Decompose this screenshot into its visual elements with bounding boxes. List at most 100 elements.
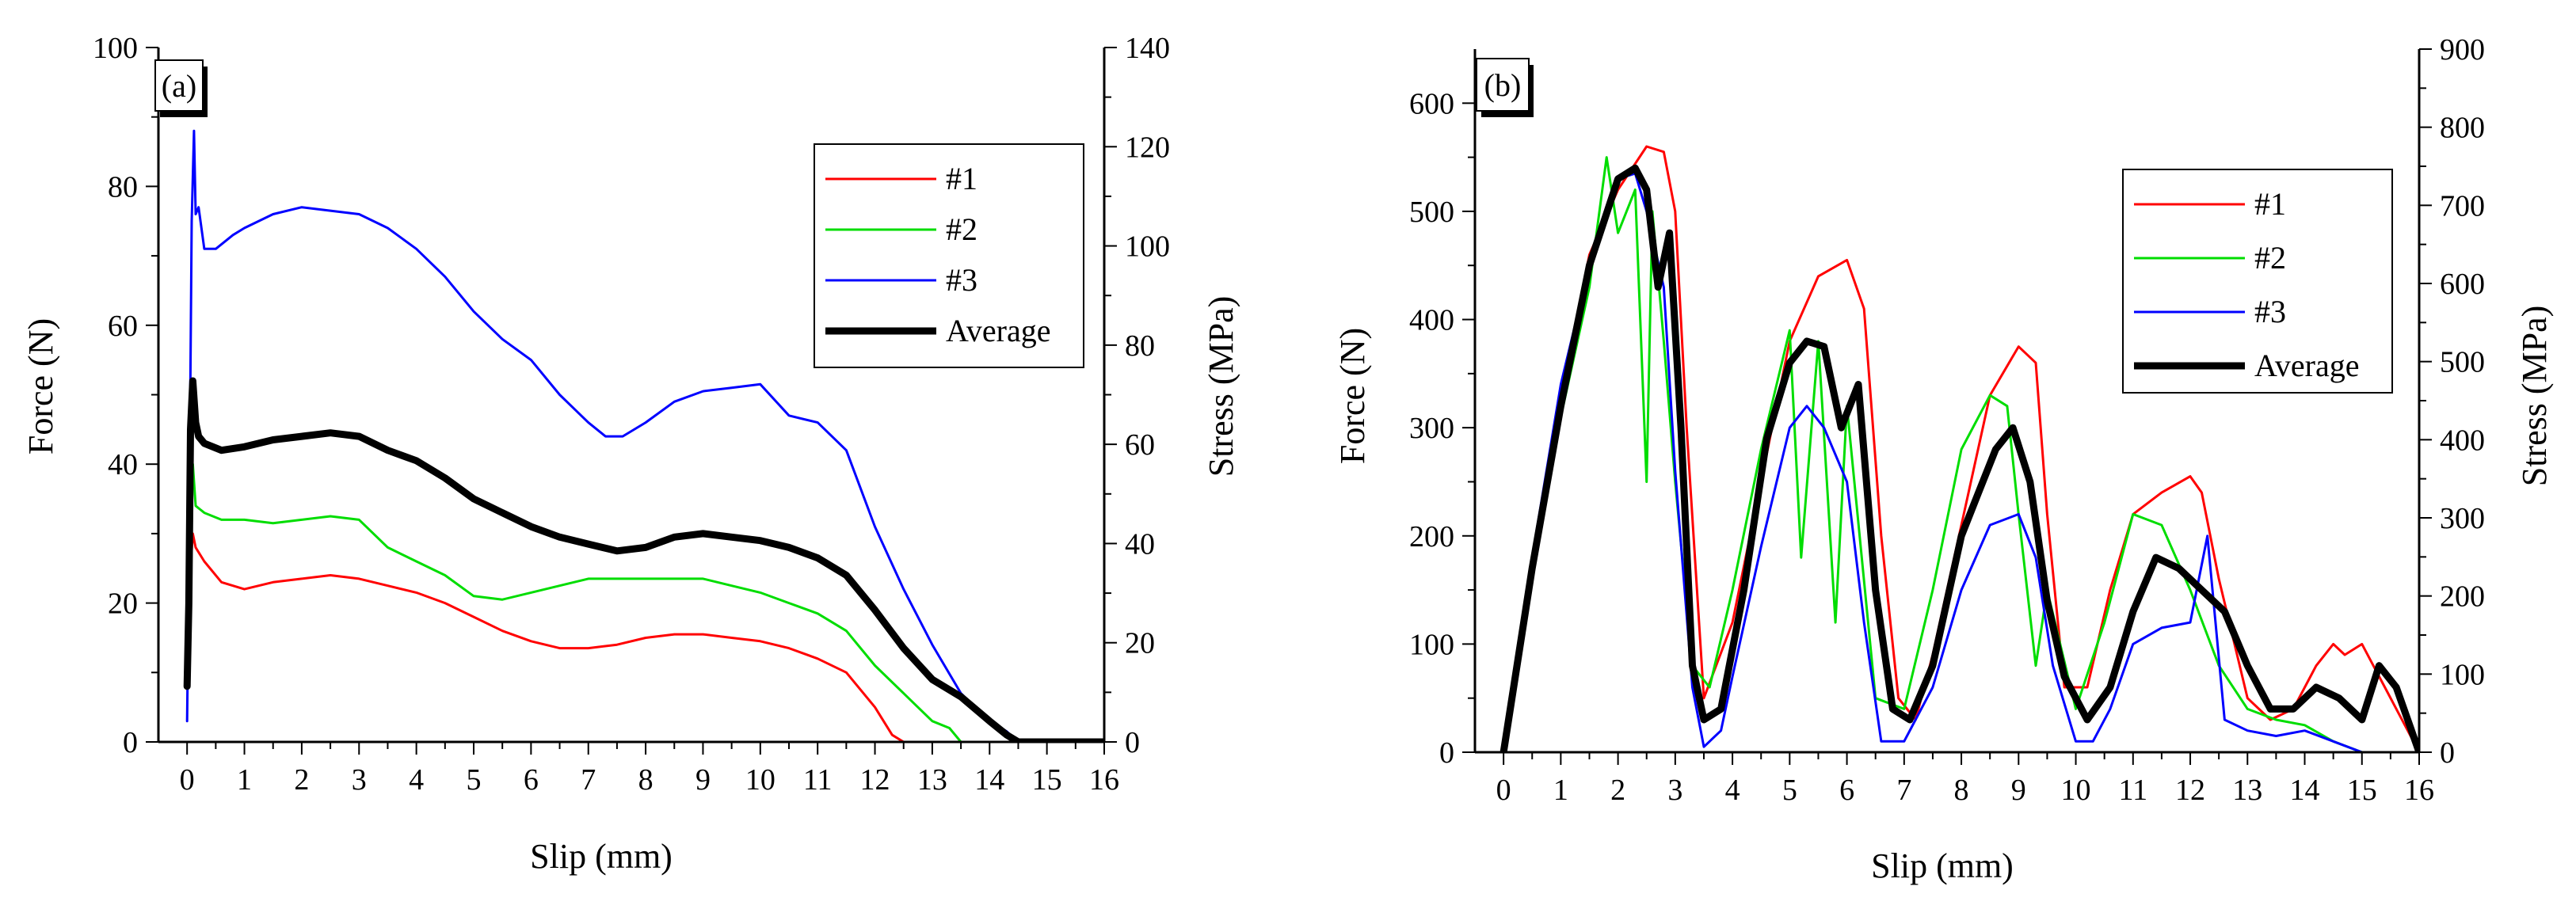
x-tick-label-b: 9 [2011,774,2026,807]
x-tick-label-b: 11 [2118,774,2147,807]
x-tick-label-b: 2 [1610,774,1625,807]
legend-label-b-n3: #3 [2254,294,2286,329]
x-tick-label-a: 2 [294,763,309,797]
y2-tick-label-a: 40 [1125,527,1155,561]
y2-axis-title-a: Stress (MPa) [1202,296,1240,477]
x-tick-label-a: 4 [409,763,424,797]
legend-label-b-n1: #1 [2254,186,2286,222]
y-tick-label-b: 600 [1409,87,1454,120]
y-tick-label-a: 80 [108,170,138,203]
x-tick-label-a: 15 [1032,763,1062,797]
x-tick-label-b: 4 [1725,774,1740,807]
x-tick-label-a: 10 [745,763,775,797]
legend-label-b-average: Average [2254,348,2360,383]
y-tick-label-a: 100 [93,32,138,65]
y2-tick-label-a: 120 [1125,131,1170,164]
y-tick-label-a: 0 [123,726,138,759]
series-line-a-average [183,377,1104,742]
legend-a: #1 #2 #3 Average [814,143,1084,368]
y-tick-label-b: 400 [1409,304,1454,337]
y2-tick-label-b: 500 [2440,346,2485,379]
x-tick-label-a: 13 [917,763,947,797]
y2-tick-label-b: 900 [2440,33,2485,67]
x-tick-label-a: 16 [1089,763,1119,797]
legend-label-a-n3: #3 [946,262,977,298]
x-tick-label-a: 1 [237,763,252,797]
series-line-b-n1 [1502,145,2419,752]
x-tick-label-b: 6 [1839,774,1854,807]
x-tick-label-a: 14 [974,763,1004,797]
legend-label-a-n2: #2 [946,211,977,247]
y-tick-label-a: 60 [108,310,138,343]
x-tick-label-a: 7 [581,763,596,797]
x-tick-label-b: 7 [1896,774,1911,807]
y2-tick-label-b: 400 [2440,424,2485,457]
y-tick-label-b: 300 [1409,412,1454,445]
legend-label-a-n1: #1 [946,161,977,196]
x-tick-label-a: 3 [352,763,367,797]
y2-tick-label-b: 200 [2440,580,2485,614]
y-tick-label-a: 40 [108,448,138,481]
x-tick-label-a: 5 [467,763,482,797]
y-tick-label-b: 100 [1409,628,1454,661]
x-tick-label-a: 12 [860,763,890,797]
x-tick-label-b: 5 [1782,774,1797,807]
y-tick-label-b: 0 [1439,736,1454,770]
axes-a: 0 1 2 3 4 5 6 7 8 9 10 11 12 13 14 15 160204060801000204… [93,32,1170,797]
panel-label-a: (a) [162,68,196,104]
series-group-a [183,129,1104,742]
x-tick-label-a: 9 [695,763,711,797]
x-tick-label-a: 0 [180,763,195,797]
y-axis-title-b: Force (N) [1333,328,1372,464]
chart-a: 0 1 2 3 4 5 6 7 8 9 10 11 12 13 14 15 160204060801000204… [21,32,1240,876]
x-tick-label-b: 3 [1667,774,1682,807]
series-line-a-n3 [185,129,1104,742]
y2-axis-title-b: Stress (MPa) [2515,306,2554,487]
x-axis-title-a: Slip (mm) [530,837,673,876]
panel-label-a-box: (a) [154,59,208,117]
x-tick-label-a: 8 [638,763,654,797]
x-tick-label-b: 8 [1954,774,1969,807]
series-line-a-n2 [185,462,1104,742]
x-tick-label-b: 14 [2290,774,2320,807]
y2-tick-label-b: 800 [2440,112,2485,145]
series-line-a-n1 [185,532,1104,742]
y-tick-label-a: 20 [108,588,138,621]
legend-label-b-n2: #2 [2254,240,2286,276]
y2-tick-label-a: 100 [1125,230,1170,264]
x-tick-label-b: 15 [2347,774,2377,807]
plot-area-b: 0 1 2 3 4 5 6 7 8 9 10 11 12 13 14 15 160100200300400500… [1409,33,2485,807]
chart-b: 0 1 2 3 4 5 6 7 8 9 10 11 12 13 14 15 160100200300400500… [1333,33,2554,885]
x-tick-label-b: 1 [1553,774,1568,807]
x-tick-label-b: 10 [2061,774,2091,807]
x-tick-label-b: 0 [1496,774,1511,807]
x-tick-label-b: 12 [2175,774,2205,807]
legend-box-b [2122,169,2393,394]
axes-b: 0 1 2 3 4 5 6 7 8 9 10 11 12 13 14 15 160100200300400500… [1409,33,2485,807]
y2-tick-label-a: 140 [1125,32,1170,65]
x-axis-title-b: Slip (mm) [1871,846,2014,885]
x-tick-label-a: 11 [803,763,833,797]
panel-label-b: (b) [1484,67,1522,103]
series-group-b [1499,145,2419,752]
plot-area-a: 0 1 2 3 4 5 6 7 8 9 10 11 12 13 14 15 160204060801000204… [93,32,1170,797]
legend-b: #1 #2 #3 Average [2122,169,2393,394]
x-tick-label-a: 6 [524,763,539,797]
y2-tick-label-a: 60 [1125,428,1155,462]
y2-tick-label-a: 80 [1125,329,1155,363]
y2-tick-label-b: 300 [2440,502,2485,535]
x-tick-label-b: 13 [2232,774,2262,807]
y-tick-label-b: 500 [1409,196,1454,229]
y2-tick-label-b: 700 [2440,189,2485,222]
y2-tick-label-b: 600 [2440,268,2485,301]
y2-tick-label-a: 20 [1125,627,1155,660]
y2-tick-label-b: 0 [2440,736,2455,770]
legend-label-a-average: Average [946,313,1051,348]
y-tick-label-b: 200 [1409,520,1454,553]
panel-label-b-box: (b) [1476,58,1534,117]
y-axis-title-a: Force (N) [21,318,60,454]
y2-tick-label-a: 0 [1125,726,1140,759]
x-tick-label-b: 16 [2404,774,2434,807]
series-line-b-average [1499,164,2419,752]
